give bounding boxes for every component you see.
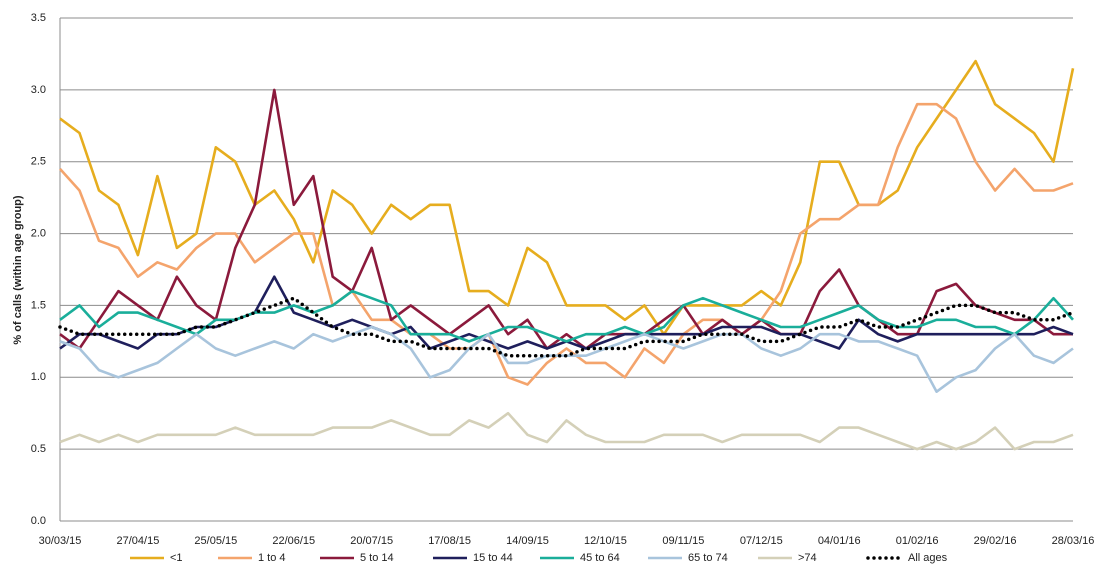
x-tick-label: 25/05/15: [194, 535, 237, 547]
x-tick-label: 30/03/15: [39, 535, 82, 547]
series-line: [59, 275, 1074, 350]
x-tick-label: 28/03/16: [1052, 535, 1095, 547]
legend-label: 65 to 74: [688, 552, 728, 564]
y-tick-label: 2.5: [31, 156, 46, 168]
x-tick-label: 20/07/15: [350, 535, 393, 547]
legend-label: 1 to 4: [258, 552, 286, 564]
y-axis-label: % of calls (within age group): [12, 195, 24, 344]
series-line: [59, 289, 1074, 343]
y-tick-label: 1.5: [31, 299, 46, 311]
x-tick-label: 22/06/15: [272, 535, 315, 547]
y-tick-label: 0.5: [31, 443, 46, 455]
x-tick-label: 14/09/15: [506, 535, 549, 547]
x-tick-label: 12/10/15: [584, 535, 627, 547]
legend-label: 15 to 44: [473, 552, 513, 564]
x-tick-label: 17/08/15: [428, 535, 471, 547]
legend-label: <1: [170, 552, 183, 564]
x-tick-label: 01/02/16: [896, 535, 939, 547]
y-tick-label: 2.0: [31, 227, 46, 239]
series-line: [59, 59, 1075, 336]
x-tick-label: 09/11/15: [662, 535, 704, 547]
y-tick-label: 3.5: [31, 12, 46, 24]
legend-label: 5 to 14: [360, 552, 394, 564]
series-line: [58, 296, 1075, 358]
legend-label: All ages: [908, 552, 948, 564]
x-tick-label: 27/04/15: [117, 535, 160, 547]
y-tick-label: 1.0: [31, 371, 46, 383]
series-line: [59, 325, 1074, 393]
series-line: [59, 102, 1074, 386]
x-tick-label: 04/01/16: [818, 535, 861, 547]
series-line: [59, 88, 1073, 350]
legend-label: 45 to 64: [580, 552, 620, 564]
x-tick-label: 29/02/16: [974, 535, 1017, 547]
y-tick-label: 3.0: [31, 84, 46, 96]
y-tick-label: 0.0: [31, 515, 46, 527]
x-tick-label: 07/12/15: [740, 535, 783, 547]
series-line: [59, 411, 1074, 451]
legend-label: >74: [798, 552, 817, 564]
